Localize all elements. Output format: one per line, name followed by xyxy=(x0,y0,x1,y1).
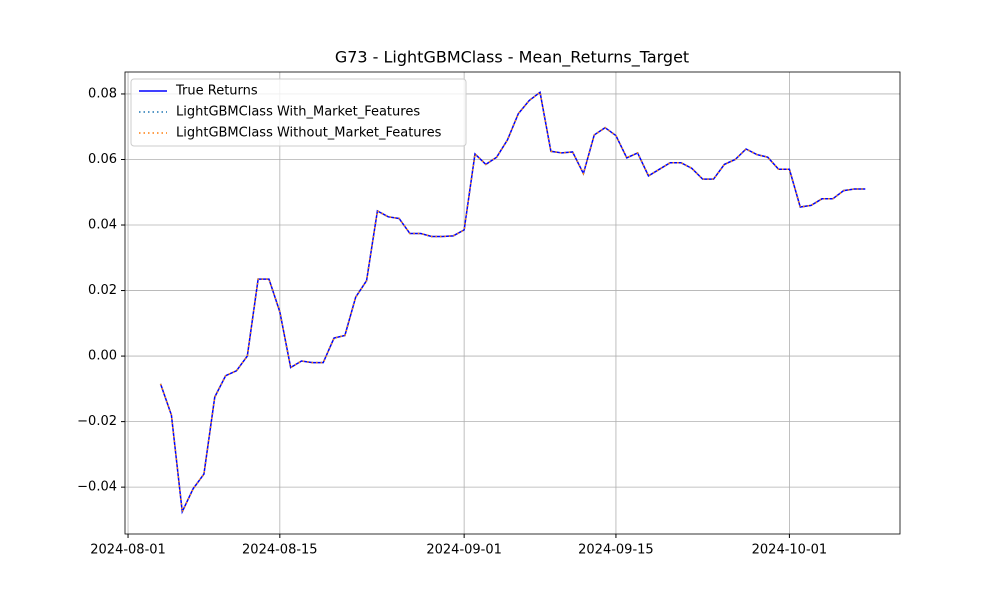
y-tick-label: 0.00 xyxy=(88,349,117,364)
series-line xyxy=(159,90,866,515)
legend-box xyxy=(130,78,467,147)
y-tick-label: 0.06 xyxy=(88,152,117,167)
chart-title: G73 - LightGBMClass - Mean_Returns_Targe… xyxy=(335,48,689,68)
y-tick-label: 0.02 xyxy=(88,283,117,298)
x-tick-label: 2024-09-15 xyxy=(578,543,654,558)
x-tick-label: 2024-10-01 xyxy=(752,543,828,558)
y-tick-label: 0.04 xyxy=(88,218,117,233)
y-tick-label: 0.08 xyxy=(88,86,117,101)
y-tick-label: −0.02 xyxy=(77,414,117,429)
legend-label: LightGBMClass Without_Market_Features xyxy=(176,126,442,141)
x-tick-label: 2024-08-15 xyxy=(242,543,318,558)
y-tick-label: −0.04 xyxy=(77,480,117,495)
x-tick-label: 2024-09-01 xyxy=(426,543,502,558)
legend-label: LightGBMClass With_Market_Features xyxy=(176,105,420,120)
series-line xyxy=(159,90,866,515)
x-tick-label: 2024-08-01 xyxy=(90,543,166,558)
legend-label: True Returns xyxy=(175,84,258,99)
plot-frame xyxy=(124,71,901,535)
